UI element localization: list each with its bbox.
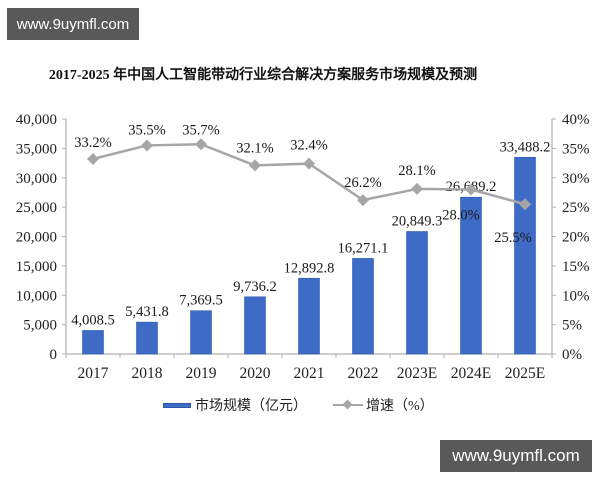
bar bbox=[298, 277, 320, 355]
y-left-tick-label: 35,000 bbox=[16, 141, 57, 157]
bar bbox=[406, 231, 428, 355]
bar-value-label: 7,369.5 bbox=[179, 293, 223, 309]
watermark-text: www.9uymfl.com bbox=[16, 15, 130, 33]
growth-value-label: 28.0% bbox=[442, 208, 479, 224]
line-diamond-swatch-icon bbox=[333, 399, 363, 411]
chart-legend: 市场规模（亿元） 增速（%） bbox=[163, 395, 460, 415]
diamond-marker-icon bbox=[357, 194, 369, 207]
bar-value-label: 5,431.8 bbox=[125, 304, 169, 320]
bar-swatch-icon bbox=[163, 402, 191, 408]
bar bbox=[244, 296, 266, 355]
x-category-label: 2025E bbox=[505, 365, 545, 382]
bar bbox=[460, 196, 482, 355]
diamond-marker-icon bbox=[303, 157, 315, 170]
x-category-label: 2024E bbox=[451, 365, 491, 382]
y-right-tick-label: 0% bbox=[562, 347, 582, 363]
legend-item-growth: 增速（%） bbox=[333, 395, 434, 415]
y-right-tick-label: 40% bbox=[562, 112, 590, 128]
y-left-tick-label: 15,000 bbox=[16, 259, 57, 275]
y-left-tick-label: 25,000 bbox=[16, 200, 57, 216]
y-left-tick-label: 40,000 bbox=[16, 112, 57, 128]
bar-value-label: 9,736.2 bbox=[233, 279, 277, 295]
bar bbox=[514, 156, 536, 355]
x-category-label: 2019 bbox=[186, 365, 217, 382]
diamond-marker-icon bbox=[141, 139, 153, 152]
watermark-text: www.9uymfl.com bbox=[452, 446, 580, 465]
bar-value-label: 16,271.1 bbox=[338, 240, 389, 256]
growth-value-label: 32.1% bbox=[236, 140, 273, 156]
y-right-tick-label: 15% bbox=[562, 259, 590, 275]
diamond-marker-icon bbox=[411, 182, 423, 195]
watermark-top: www.9uymfl.com bbox=[7, 8, 139, 40]
bar bbox=[190, 310, 212, 355]
diamond-marker-icon bbox=[465, 183, 477, 196]
x-category-label: 2023E bbox=[397, 365, 437, 382]
chart-title: 2017-2025 年中国人工智能带动行业综合解决方案服务市场规模及预测 bbox=[48, 68, 478, 83]
y-left-tick-label: 30,000 bbox=[16, 171, 57, 187]
legend-label: 增速（%） bbox=[366, 399, 434, 414]
x-category-label: 2017 bbox=[78, 365, 109, 382]
bar-value-label: 4,008.5 bbox=[71, 312, 115, 328]
y-right-tick-label: 5% bbox=[562, 318, 582, 334]
y-left-tick-label: 10,000 bbox=[16, 288, 57, 304]
bar bbox=[136, 321, 158, 355]
diamond-marker-icon bbox=[519, 198, 531, 211]
x-category-label: 2022 bbox=[348, 365, 379, 382]
y-right-tick-label: 30% bbox=[562, 171, 590, 187]
y-right-tick-label: 25% bbox=[562, 200, 590, 216]
growth-value-label: 28.1% bbox=[398, 163, 435, 179]
y-left-tick-label: 0 bbox=[50, 347, 58, 363]
y-left-tick-label: 20,000 bbox=[16, 230, 57, 246]
diamond-marker-icon bbox=[87, 152, 99, 165]
legend-label: 市场规模（亿元） bbox=[195, 399, 307, 414]
growth-value-label: 25.5% bbox=[494, 230, 531, 246]
bar-value-label: 12,892.8 bbox=[284, 260, 335, 276]
y-right-tick-label: 20% bbox=[562, 230, 590, 246]
bar bbox=[352, 258, 374, 355]
bar-value-label: 20,849.3 bbox=[392, 214, 443, 230]
y-right-tick-label: 10% bbox=[562, 288, 590, 304]
growth-value-label: 35.5% bbox=[128, 122, 165, 138]
x-category-label: 2020 bbox=[240, 365, 271, 382]
growth-value-label: 33.2% bbox=[74, 135, 111, 151]
bar bbox=[82, 330, 104, 355]
growth-value-label: 35.7% bbox=[182, 122, 219, 138]
y-right-tick-label: 35% bbox=[562, 141, 590, 157]
bar-value-label: 33,488.2 bbox=[500, 139, 551, 155]
x-category-label: 2021 bbox=[294, 365, 325, 382]
x-category-label: 2018 bbox=[132, 365, 163, 382]
y-left-tick-label: 5,000 bbox=[23, 318, 57, 334]
legend-item-market-size: 市场规模（亿元） bbox=[163, 395, 307, 415]
growth-value-label: 26.2% bbox=[344, 175, 381, 191]
watermark-bottom: www.9uymfl.com bbox=[440, 440, 592, 472]
growth-value-label: 32.4% bbox=[290, 138, 327, 154]
diamond-marker-icon bbox=[249, 159, 261, 172]
diamond-marker-icon bbox=[195, 138, 207, 151]
